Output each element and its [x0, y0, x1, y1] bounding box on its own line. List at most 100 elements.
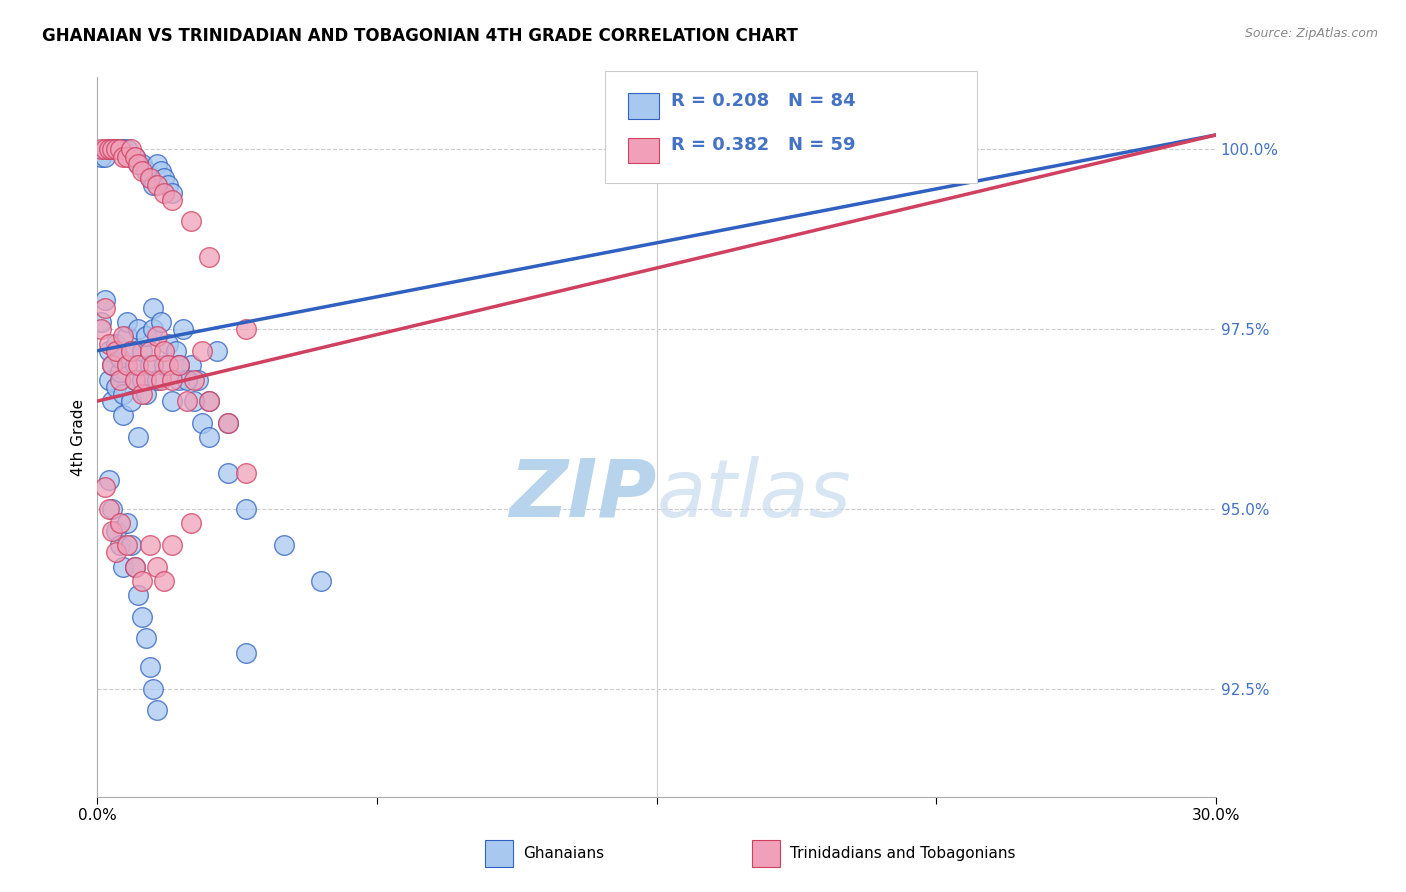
Point	[120, 142, 142, 156]
Text: Source: ZipAtlas.com: Source: ZipAtlas.com	[1244, 27, 1378, 40]
Point	[127, 588, 149, 602]
Point	[160, 372, 183, 386]
Point	[131, 610, 153, 624]
Point	[138, 358, 160, 372]
Point	[101, 358, 124, 372]
Text: atlas: atlas	[657, 456, 851, 533]
Point	[183, 394, 205, 409]
Point	[124, 372, 146, 386]
Point	[104, 343, 127, 358]
Point	[165, 343, 187, 358]
Point	[273, 538, 295, 552]
Point	[146, 703, 169, 717]
Point	[138, 343, 160, 358]
Point	[160, 538, 183, 552]
Point	[108, 516, 131, 531]
Point	[198, 250, 221, 264]
Point	[190, 343, 212, 358]
Point	[176, 372, 198, 386]
Point	[131, 574, 153, 588]
Point	[198, 430, 221, 444]
Point	[138, 171, 160, 186]
Text: R = 0.208   N = 84: R = 0.208 N = 84	[671, 92, 855, 110]
Point	[94, 142, 117, 156]
Point	[97, 502, 120, 516]
Point	[131, 372, 153, 386]
Point	[176, 394, 198, 409]
Point	[124, 358, 146, 372]
Point	[120, 538, 142, 552]
Point	[112, 387, 135, 401]
Point	[169, 372, 191, 386]
Text: Trinidadians and Tobagonians: Trinidadians and Tobagonians	[790, 847, 1015, 861]
Point	[112, 409, 135, 423]
Point	[309, 574, 332, 588]
Point	[138, 538, 160, 552]
Point	[101, 502, 124, 516]
Point	[138, 171, 160, 186]
Point	[138, 660, 160, 674]
Point	[135, 372, 157, 386]
Point	[149, 372, 172, 386]
Point	[104, 142, 127, 156]
Point	[180, 214, 202, 228]
Point	[153, 343, 176, 358]
Point	[146, 329, 169, 343]
Point	[94, 293, 117, 308]
Point	[94, 480, 117, 494]
Point	[146, 559, 169, 574]
Point	[97, 372, 120, 386]
Point	[142, 301, 165, 315]
Point	[108, 142, 131, 156]
Point	[90, 142, 112, 156]
Point	[127, 322, 149, 336]
Point	[135, 164, 157, 178]
Point	[124, 559, 146, 574]
Point	[124, 559, 146, 574]
Point	[153, 358, 176, 372]
Point	[115, 315, 138, 329]
Point	[198, 394, 221, 409]
Point	[217, 466, 239, 480]
Point	[135, 329, 157, 343]
Point	[153, 171, 176, 186]
Point	[217, 416, 239, 430]
Point	[112, 329, 135, 343]
Point	[127, 358, 149, 372]
Point	[94, 301, 117, 315]
Point	[157, 178, 180, 193]
Point	[157, 358, 180, 372]
Point	[90, 322, 112, 336]
Point	[108, 142, 131, 156]
Point	[183, 372, 205, 386]
Point	[160, 394, 183, 409]
Point	[169, 358, 191, 372]
Point	[101, 142, 124, 156]
Point	[120, 343, 142, 358]
Point	[101, 142, 124, 156]
Point	[90, 150, 112, 164]
Point	[198, 394, 221, 409]
Text: Ghanaians: Ghanaians	[523, 847, 605, 861]
Text: ZIP: ZIP	[509, 456, 657, 533]
Point	[235, 502, 257, 516]
Point	[160, 193, 183, 207]
Point	[135, 387, 157, 401]
Point	[146, 157, 169, 171]
Point	[217, 416, 239, 430]
Point	[142, 681, 165, 696]
Point	[146, 372, 169, 386]
Point	[160, 186, 183, 200]
Point	[153, 574, 176, 588]
Point	[120, 394, 142, 409]
Point	[127, 157, 149, 171]
Point	[235, 322, 257, 336]
Point	[115, 329, 138, 343]
Point	[131, 157, 153, 171]
Point	[94, 150, 117, 164]
Point	[112, 150, 135, 164]
Point	[142, 178, 165, 193]
Point	[153, 186, 176, 200]
Text: GHANAIAN VS TRINIDADIAN AND TOBAGONIAN 4TH GRADE CORRELATION CHART: GHANAIAN VS TRINIDADIAN AND TOBAGONIAN 4…	[42, 27, 799, 45]
Point	[149, 315, 172, 329]
